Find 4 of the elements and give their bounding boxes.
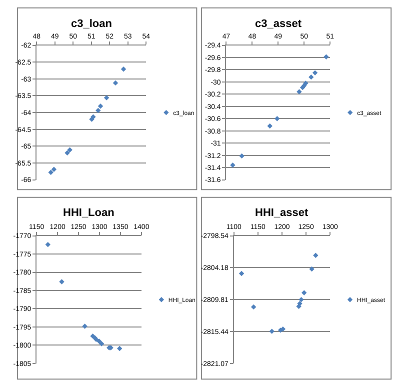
chart-title: c3_asset (255, 18, 302, 30)
chart-title: c3_loan (71, 18, 112, 30)
chart-title: HHI_asset (255, 207, 309, 219)
chart-title: HHI_Loan (63, 207, 115, 219)
